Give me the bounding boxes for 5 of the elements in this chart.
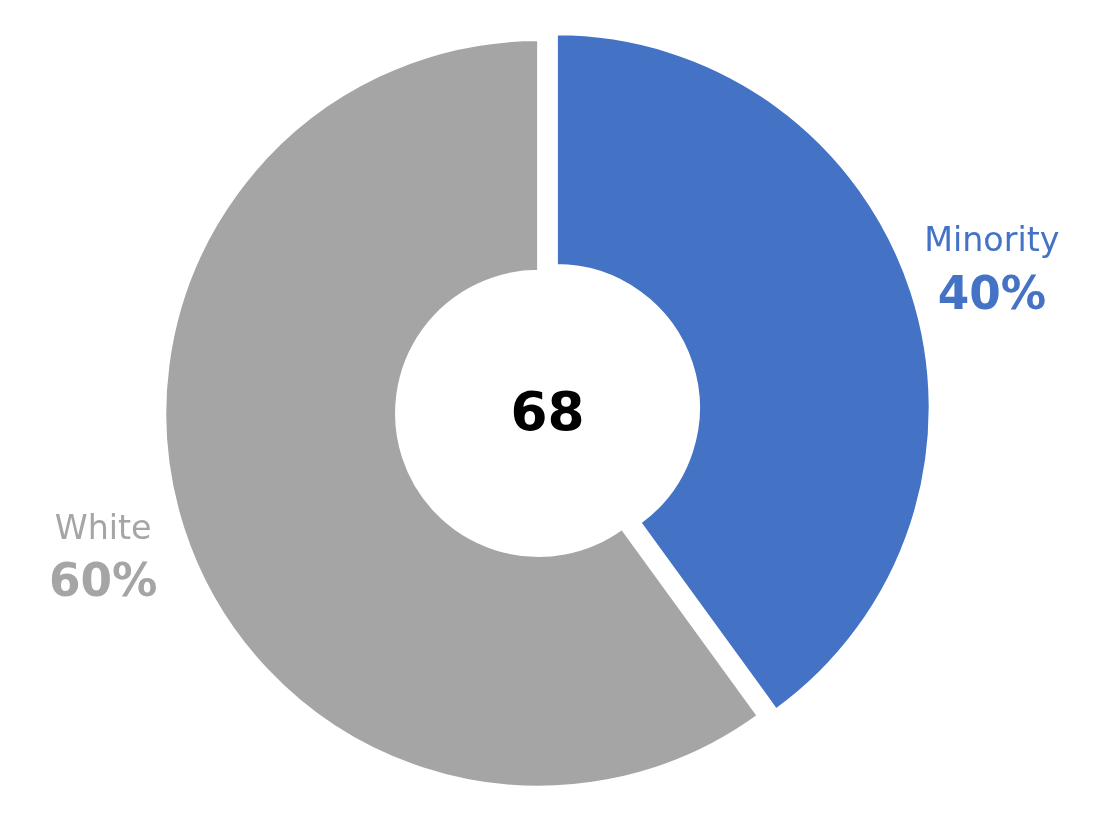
slice-label: White: [54, 507, 152, 547]
data-label: 60%: [48, 554, 158, 608]
slice-label: Minority: [924, 220, 1060, 260]
text: 68: [510, 380, 585, 443]
data-label: 40%: [937, 266, 1047, 320]
